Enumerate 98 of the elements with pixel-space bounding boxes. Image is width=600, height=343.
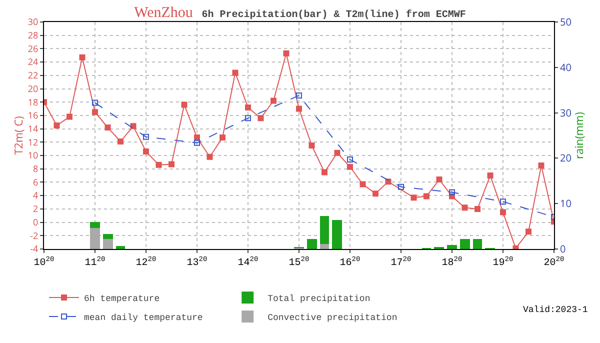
y2-axis-title: rain(mm) [572,112,587,159]
bar [90,228,100,249]
point [347,156,353,163]
point [194,134,200,140]
y-axis-title: T2m( C) [12,116,27,155]
y-tick-label: -4 [30,242,38,256]
y-tick-label: 26 [28,42,38,55]
point [168,161,174,168]
point [500,209,506,216]
y-tick-label: 12 [28,135,38,148]
x-tick-label: 19$^{20}$ [492,256,514,269]
point [206,154,213,160]
point [270,98,276,104]
y-tick-label: 8 [33,162,38,176]
x-tick-label: 16$^{20}$ [340,256,360,269]
x-tick-label: 12$^{20}$ [136,256,156,269]
y-tick-label: 24 [28,55,38,68]
point [487,172,494,179]
x-tick-label: 18$^{20}$ [442,256,462,269]
bar [332,220,342,249]
y2-tick-label: 40 [560,60,572,74]
point [322,169,328,176]
y2-tick-label: 0 [560,242,566,256]
point [143,148,149,155]
point [245,104,251,110]
point [526,228,532,235]
point [462,204,468,211]
bar [447,245,457,249]
chart-subtitle: 6h Precipitation(bar) & T2m(line) from ECMWF [202,9,466,22]
bar [460,239,470,249]
legend-label: Convective precipitation [268,313,398,324]
x-tick-label: 20$^{20}$ [544,256,564,269]
point [385,178,392,185]
y-tick-label: 2 [33,202,38,216]
point [347,164,353,170]
bar [116,246,125,249]
x-tick-label: 10$^{20}$ [34,256,54,269]
point [143,134,149,140]
y2-tick-label: 50 [560,14,572,28]
y-tick-label: 6 [33,175,38,188]
x-tick-label: 14$^{20}$ [238,256,258,269]
y-tick-label: 30 [28,15,38,28]
legend-label: mean daily temperature [84,313,203,324]
bar [320,244,329,249]
text: Valid:2023-1 [523,305,588,315]
y2-tick-label: 20 [560,150,572,165]
y-tick-label: 20 [28,82,38,95]
point [474,206,480,212]
bar [473,239,482,249]
point [449,189,455,196]
point [538,162,544,169]
point [79,54,86,60]
point [92,100,98,106]
point [296,106,302,112]
point [410,194,417,201]
point [232,70,238,76]
point [334,150,340,156]
point [360,181,366,188]
x-tick-label: 13$^{20}$ [186,256,208,269]
point [398,184,404,190]
y-tick-label: 10 [28,148,38,162]
point [372,190,378,197]
y2-tick-label: 10 [560,196,572,210]
y-tick-label: 0 [33,215,38,228]
point [92,109,98,116]
point [500,198,506,205]
legend-label: 6h temperature [84,294,160,304]
y-tick-label: 4 [33,188,38,202]
point [181,102,188,108]
point [130,123,136,130]
chart-title: WenZhou [134,5,194,22]
point [258,115,264,122]
point [308,142,315,149]
y-tick-label: 22 [28,68,38,82]
x-tick-label: 11$^{20}$ [84,256,106,269]
y-tick-label: -2 [30,228,38,242]
bar [103,239,113,249]
y2-tick-label: 30 [560,105,572,120]
y-tick-label: 28 [28,28,38,42]
point [283,50,290,56]
point [245,115,251,122]
point [156,162,162,168]
point [104,124,111,130]
point [436,176,442,183]
point [118,138,124,145]
point [296,92,302,98]
x-tick-label: 17$^{20}$ [390,256,412,269]
point [54,122,60,128]
x-tick-label: 15$^{20}$ [288,256,310,269]
legend-label: Total precipitation [268,294,370,304]
point [66,114,72,120]
point [194,140,200,146]
point [424,193,430,200]
bar [307,239,317,249]
y-tick-label: 16 [28,108,38,122]
y-tick-label: 18 [28,95,38,108]
point [220,134,226,140]
y-tick-label: 14 [28,122,38,135]
